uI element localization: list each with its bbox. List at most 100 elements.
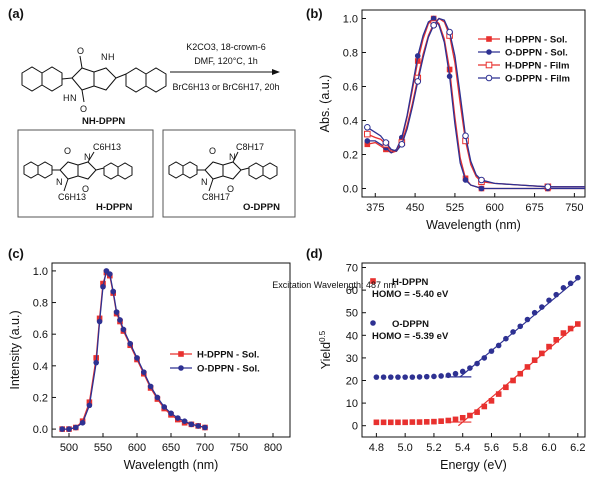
- legend-label: O-DPPN - Film: [505, 74, 570, 85]
- legend-label: H-DPPN - Film: [505, 61, 569, 72]
- data-point: [539, 304, 545, 310]
- data-point: [430, 22, 437, 29]
- data-point: [402, 374, 408, 380]
- x-tick-label: 375: [366, 202, 384, 214]
- y-tick-label: 50: [346, 308, 358, 320]
- y-tick-label: 1.0: [33, 266, 48, 278]
- data-point: [445, 417, 452, 424]
- data-point: [459, 414, 466, 421]
- h-hexyl-bottom: C6H13: [58, 192, 86, 202]
- y-tick-label: 10: [346, 398, 358, 410]
- h-dppn-box: [17, 129, 154, 218]
- data-point: [364, 124, 371, 131]
- o-dppn-structure: O O N N C8H17 C8H17 O-DPPN: [168, 142, 280, 213]
- series-line: [62, 269, 206, 430]
- data-point: [495, 391, 502, 397]
- o-atom-n2: N: [201, 177, 208, 187]
- legend-label: H-DPPN: [392, 277, 429, 288]
- h-dppn-label: H-DPPN: [96, 202, 133, 213]
- y-tick-label: 0.8: [343, 48, 358, 60]
- data-point: [553, 337, 560, 343]
- data-point: [462, 177, 469, 183]
- data-point: [387, 374, 394, 380]
- panel-c-label: (c): [8, 246, 24, 261]
- data-point: [127, 340, 133, 347]
- data-point: [66, 426, 72, 432]
- data-point: [414, 78, 422, 85]
- data-point: [446, 28, 453, 36]
- data-point: [409, 374, 416, 380]
- x-tick-label: 500: [60, 442, 78, 454]
- series-o-dppn-film: [364, 17, 585, 191]
- nh-dppn-structure: O O N H H N NH-DPPN: [21, 46, 167, 127]
- data-point: [575, 274, 581, 281]
- data-point: [382, 139, 390, 146]
- homo-o-annotation: HOMO = -5.39 eV: [372, 331, 449, 342]
- y-tick-label: 40: [346, 330, 358, 342]
- data-point: [373, 419, 380, 426]
- data-point: [96, 318, 103, 325]
- x-tick-label: 675: [525, 202, 543, 214]
- reagents-line3: BrC6H13 or BrC6H17, 20h: [172, 82, 279, 92]
- y-axis-title: Intensity (a.u.): [8, 310, 22, 389]
- data-point: [539, 350, 545, 357]
- data-point: [452, 416, 459, 423]
- x-axis-title: Energy (eV): [440, 458, 507, 472]
- atom-n-bottom: N: [70, 93, 77, 103]
- atom-n-top: N: [101, 52, 108, 62]
- y-tick-label: 70: [346, 263, 358, 275]
- fit-line: [458, 323, 579, 427]
- x-axis-title: Wavelength (nm): [124, 458, 219, 472]
- y-tick-label: 0.4: [33, 361, 48, 373]
- data-point: [79, 419, 86, 426]
- data-point: [175, 415, 181, 421]
- legend-label: H-DPPN - Sol.: [505, 35, 567, 46]
- x-tick-label: 750: [230, 442, 248, 454]
- y-tick-label: 0.6: [33, 329, 48, 341]
- data-point: [195, 423, 201, 429]
- data-point: [168, 410, 174, 417]
- data-point: [202, 424, 208, 431]
- data-point: [431, 418, 437, 425]
- data-point: [462, 132, 469, 140]
- x-tick-label: 5.6: [484, 442, 499, 454]
- panel-a-label: (a): [8, 6, 24, 21]
- o-octyl-bottom: C8H17: [202, 192, 230, 202]
- h-hexyl-top: C6H13: [93, 142, 121, 152]
- data-point: [395, 419, 401, 426]
- data-point: [488, 398, 495, 404]
- data-point: [567, 325, 574, 332]
- x-tick-label: 525: [446, 202, 464, 214]
- data-point: [100, 283, 106, 290]
- y-tick-label: 30: [346, 353, 358, 365]
- legend-marker: [485, 61, 493, 69]
- o-atom-o2: O: [227, 184, 234, 194]
- data-point: [364, 130, 371, 138]
- x-tick-label: 5.0: [398, 442, 413, 454]
- reaction-arrowhead: [272, 69, 280, 75]
- data-point: [86, 402, 93, 409]
- data-point: [107, 271, 113, 277]
- data-point: [188, 421, 195, 428]
- data-point: [431, 373, 437, 380]
- atom-h-top: H: [108, 52, 115, 62]
- y-tick-label: 0.2: [343, 150, 358, 162]
- x-tick-label: 450: [406, 202, 424, 214]
- series-o-dppn-sol-: [59, 268, 208, 432]
- legend-marker: [370, 320, 376, 326]
- x-tick-label: 550: [94, 442, 112, 454]
- y-axis-title: Yield0.5: [318, 330, 333, 369]
- data-point: [481, 355, 488, 361]
- x-tick-label: 650: [162, 442, 180, 454]
- atom-h-bottom: H: [63, 93, 70, 103]
- h-atom-n1: N: [84, 152, 91, 162]
- data-point: [380, 374, 387, 380]
- data-point: [446, 66, 453, 73]
- data-point: [524, 316, 531, 323]
- chart-d-yield: 4.8 5.0 5.2 5.4 5.6 5.8 6.0 6.2 0 10 20 30 40 50 60 70 E…: [318, 262, 586, 472]
- data-point: [395, 374, 401, 380]
- h-atom-n2: N: [56, 177, 63, 187]
- legend-label: H-DPPN - Sol.: [197, 350, 259, 361]
- data-point: [364, 141, 371, 148]
- reagents-line1: K2CO3, 18-crown-6: [186, 42, 266, 52]
